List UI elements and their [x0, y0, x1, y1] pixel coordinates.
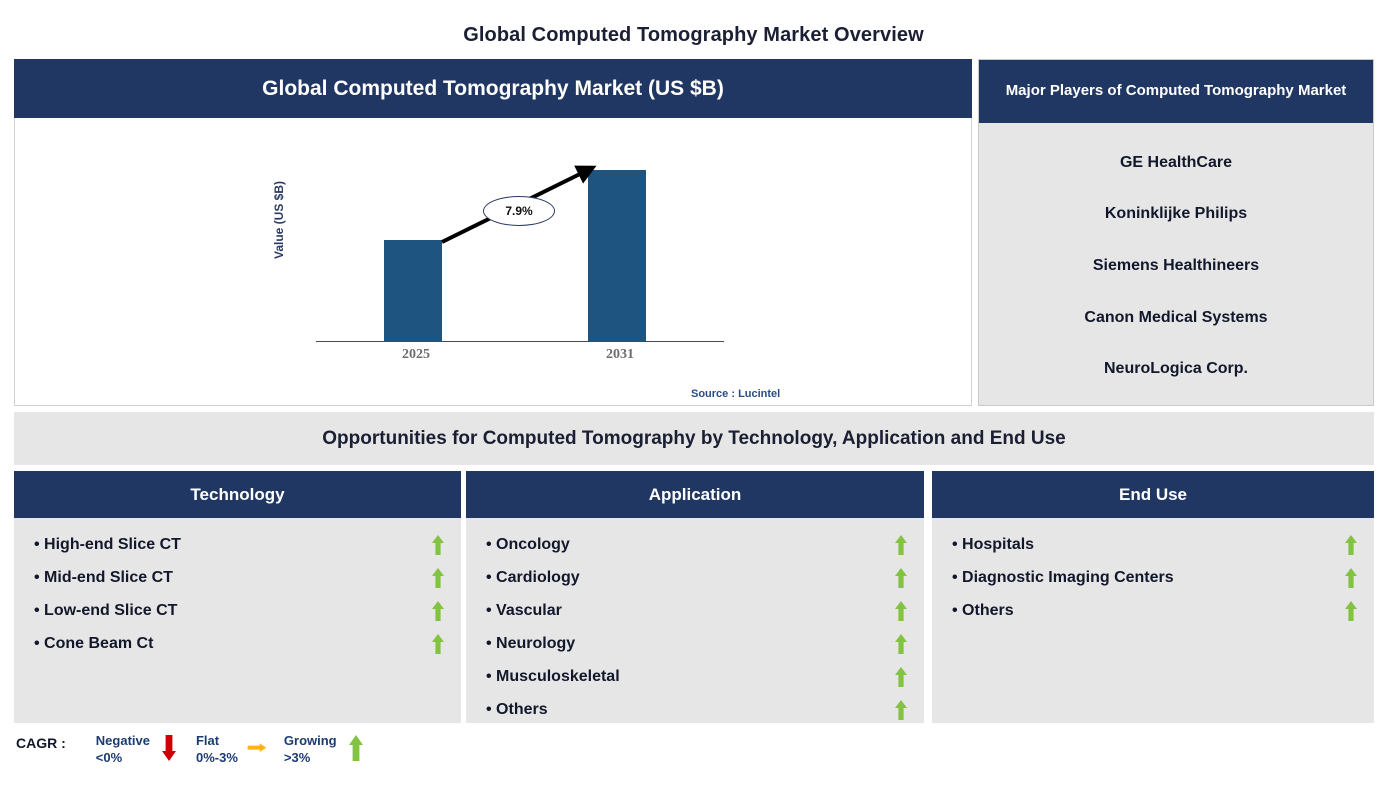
list-item-label: • Vascular — [486, 601, 562, 619]
arrow-up-icon — [1344, 600, 1358, 622]
column-list-application: • Oncology • Cardiology • Vascular • Neu… — [466, 518, 924, 726]
cagr-legend: CAGR : Negative <0% Flat 0%-3% Growing >… — [16, 733, 383, 767]
legend-item-range: <0% — [95, 749, 123, 765]
list-item: • High-end Slice CT — [14, 528, 461, 561]
legend-item-name: Negative — [95, 733, 150, 748]
list-item: • Others — [932, 594, 1374, 627]
arrow-down-icon — [159, 733, 179, 763]
chart-bars — [316, 150, 724, 342]
major-players-header: Major Players of Computed Tomography Mar… — [979, 60, 1373, 123]
legend-item-name: Growing — [283, 733, 337, 748]
list-item-label: • Oncology — [486, 535, 570, 553]
legend-item-negative: Negative <0% — [96, 733, 188, 767]
list-item: Canon Medical Systems — [1084, 308, 1268, 326]
list-item: • Musculoskeletal — [466, 660, 924, 693]
arrow-up-icon — [894, 600, 908, 622]
legend-item-name: Flat — [195, 733, 220, 748]
arrow-up-icon — [894, 567, 908, 589]
column-header-end-use: End Use — [932, 471, 1374, 518]
arrow-right-icon — [247, 733, 267, 763]
arrow-up-icon — [1344, 567, 1358, 589]
cagr-legend-title: CAGR : — [16, 735, 66, 751]
arrow-up-icon — [431, 633, 445, 655]
list-item: • Others — [466, 693, 924, 726]
list-item: Koninklijke Philips — [1104, 205, 1248, 223]
list-item: • Mid-end Slice CT — [14, 561, 461, 594]
column-application: Application • Oncology • Cardiology • Va… — [466, 471, 924, 723]
list-item: • Diagnostic Imaging Centers — [932, 561, 1374, 594]
list-item: • Hospitals — [932, 528, 1374, 561]
list-item: Siemens Healthineers — [1092, 256, 1260, 274]
legend-item-growing: Growing >3% — [284, 733, 375, 767]
list-item-label: • Hospitals — [952, 535, 1035, 553]
arrow-up-icon — [346, 733, 366, 763]
list-item-label: • Diagnostic Imaging Centers — [952, 568, 1174, 586]
list-item-label: • High-end Slice CT — [34, 535, 181, 553]
page-title: Global Computed Tomography Market Overvi… — [463, 24, 924, 46]
column-list-technology: • High-end Slice CT • Mid-end Slice CT •… — [14, 518, 461, 660]
bar-2025 — [384, 240, 442, 342]
list-item: GE HealthCare — [1119, 153, 1233, 171]
arrow-up-icon — [431, 600, 445, 622]
major-players-panel: Major Players of Computed Tomography Mar… — [978, 59, 1374, 406]
legend-item-text: Flat 0%-3% — [196, 733, 238, 767]
arrow-up-icon — [1344, 534, 1358, 556]
legend-item-text: Negative <0% — [96, 733, 150, 767]
legend-item-range: 0%-3% — [195, 749, 238, 765]
legend-item-text: Growing >3% — [284, 733, 337, 767]
column-header-application: Application — [466, 471, 924, 518]
list-item: • Low-end Slice CT — [14, 594, 461, 627]
list-item: • Oncology — [466, 528, 924, 561]
chart-plot-area — [14, 118, 972, 406]
arrow-up-icon — [894, 699, 908, 721]
arrow-up-icon — [894, 666, 908, 688]
chart-x-axis-line — [316, 341, 724, 342]
list-item: • Cardiology — [466, 561, 924, 594]
arrow-up-icon — [894, 633, 908, 655]
chart-source: Source : Lucintel — [691, 388, 781, 400]
chart-panel-header: Global Computed Tomography Market (US $B… — [14, 59, 972, 118]
list-item: • Cone Beam Ct — [14, 627, 461, 660]
arrow-up-icon — [894, 534, 908, 556]
list-item-label: • Neurology — [486, 634, 576, 652]
list-item-label: • Others — [486, 700, 548, 718]
legend-item-flat: Flat 0%-3% — [196, 733, 276, 767]
opportunities-banner: Opportunities for Computed Tomography by… — [14, 412, 1374, 465]
list-item-label: • Cardiology — [486, 568, 580, 586]
list-item: • Neurology — [466, 627, 924, 660]
major-players-list: GE HealthCare Koninklijke Philips Siemen… — [979, 123, 1373, 405]
list-item-label: • Mid-end Slice CT — [34, 568, 173, 586]
cagr-value: 7.9% — [505, 204, 533, 218]
column-technology: Technology • High-end Slice CT • Mid-end… — [14, 471, 461, 723]
list-item: • Vascular — [466, 594, 924, 627]
cagr-value-callout: 7.9% — [483, 196, 555, 226]
arrow-up-icon — [431, 567, 445, 589]
list-item-label: • Others — [952, 601, 1014, 619]
bar-2031 — [588, 170, 646, 342]
cagr-growth-arrow-icon — [441, 165, 597, 244]
list-item-label: • Cone Beam Ct — [34, 634, 154, 652]
chart-y-axis-label: Value (US $B) — [272, 180, 286, 260]
column-end-use: End Use • Hospitals • Diagnostic Imaging… — [932, 471, 1374, 723]
list-item: NeuroLogica Corp. — [1103, 360, 1248, 378]
arrow-up-icon — [431, 534, 445, 556]
legend-item-range: >3% — [283, 749, 311, 765]
x-tick-2025: 2025 — [402, 347, 430, 362]
column-header-technology: Technology — [14, 471, 461, 518]
list-item-label: • Low-end Slice CT — [34, 601, 178, 619]
column-list-end-use: • Hospitals • Diagnostic Imaging Centers… — [932, 518, 1374, 627]
list-item-label: • Musculoskeletal — [486, 667, 620, 685]
x-tick-2031: 2031 — [606, 347, 634, 362]
